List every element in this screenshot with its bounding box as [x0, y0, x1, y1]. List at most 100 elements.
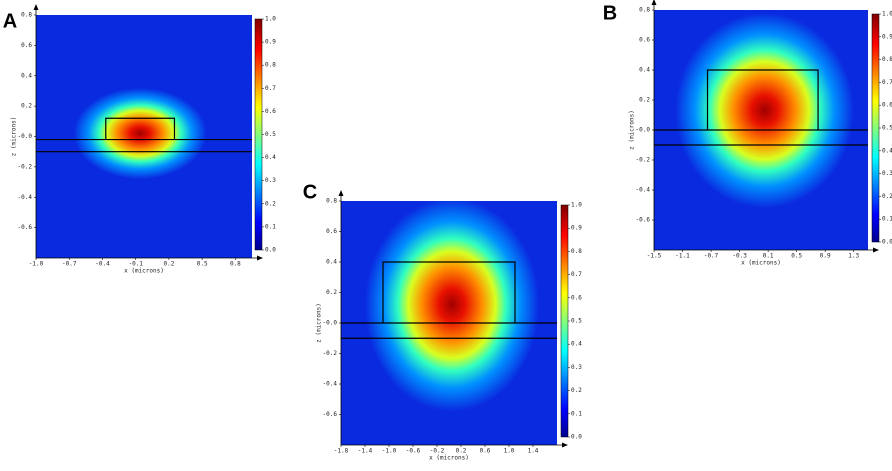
colorbar-tick-label: 0.5: [265, 131, 276, 138]
colorbar: [560, 204, 569, 438]
colorbar-tick-label: 0.5: [571, 318, 582, 325]
x-tick-label: 0.8: [230, 261, 241, 268]
x-tick-label: -0.3: [732, 253, 747, 260]
colorbar-tick-label: 1.0: [571, 202, 582, 209]
x-tick-label: 0.6: [480, 448, 491, 455]
x-tick-label: -1.0: [382, 448, 397, 455]
colorbar-tick-label: 0.1: [571, 410, 582, 417]
colorbar-tick-label: 0.6: [882, 102, 892, 109]
x-axis-label: x (microns): [429, 455, 469, 462]
y-tick-label: -0.6: [323, 411, 338, 418]
y-tick-label: -0.4: [323, 381, 338, 388]
y-tick-label: 0.6: [21, 42, 32, 49]
axis-arrow: [33, 4, 39, 10]
y-tick-label: -0.6: [18, 224, 33, 231]
x-axis-label: x (microns): [741, 260, 781, 267]
x-tick-label: -0.1: [128, 261, 143, 268]
y-tick-label: -0.2: [18, 163, 33, 170]
y-tick-label: -0.0: [323, 320, 338, 327]
y-axis-label: z (microns): [629, 110, 636, 150]
colorbar-tick-label: 0.9: [265, 39, 276, 46]
panel: -1.8 -1.4 -1.0 -0.6 -0.2 0.2 0.6 1.0 1.4 0.8 0.6 0.…: [303, 181, 582, 461]
colorbar-tick-label: 1.0: [265, 16, 276, 23]
y-tick-label: 0.2: [326, 289, 337, 296]
y-tick-label: -0.2: [636, 157, 651, 164]
y-tick-label: -0.4: [636, 187, 651, 194]
x-tick-label: 1.3: [848, 253, 859, 260]
colorbar-tick-label: 0.1: [265, 223, 276, 230]
x-tick-label: 0.2: [164, 261, 175, 268]
y-tick-label: 0.8: [639, 7, 650, 14]
colorbar-tick-label: 0.8: [265, 62, 276, 69]
x-tick-label: 0.1: [763, 253, 774, 260]
colorbar-tick-label: 0.3: [265, 177, 276, 184]
panel-label: B: [603, 2, 617, 24]
colorbar-tick-label: 1.0: [882, 11, 892, 18]
colorbar-tick-label: 0.9: [571, 225, 582, 232]
axis-arrow: [257, 255, 263, 261]
colorbar-tick-label: 0.0: [571, 434, 582, 441]
x-tick-label: -1.5: [647, 253, 662, 260]
axis-arrow: [873, 247, 879, 253]
colorbar-tick-label: 0.0: [882, 239, 892, 246]
colorbar-tick-label: 0.7: [265, 85, 276, 92]
axis-arrow: [651, 0, 657, 5]
panel-label: A: [3, 10, 17, 32]
waveguide-outline: [706, 69, 819, 130]
x-axis-label: x (microns): [124, 268, 164, 275]
waveguide-outline: [105, 117, 176, 140]
y-axis-label: z (microns): [316, 303, 323, 343]
colorbar-tick-label: 0.4: [571, 341, 582, 348]
mode-field: [365, 201, 539, 412]
colorbar-tick-label: 0.2: [571, 387, 582, 394]
x-tick-label: 0.2: [456, 448, 467, 455]
colorbar-tick-label: 0.0: [265, 247, 276, 254]
x-tick-label: -0.6: [406, 448, 421, 455]
axis-arrow: [338, 190, 344, 196]
y-tick-label: 0.2: [639, 97, 650, 104]
y-axis-label: z (microns): [11, 117, 18, 157]
x-tick-label: -1.1: [675, 253, 690, 260]
x-tick-label: -1.8: [334, 448, 349, 455]
panel: -1.5 -1.1 -0.7 -0.3 0.1 0.5 0.9 1.3 0.8 0.6 0.4 0.2…: [603, 0, 892, 267]
colorbar-tick-label: 0.6: [265, 108, 276, 115]
colorbar-tick-label: 0.6: [571, 294, 582, 301]
colorbar-tick-label: 0.3: [882, 170, 892, 177]
y-tick-label: 0.2: [21, 103, 32, 110]
colorbar-tick-label: 0.4: [882, 147, 892, 154]
mode-field: [73, 87, 207, 180]
panel: -1.0 -0.7 -0.4 -0.1 0.2 0.5 0.8 0.8 0.6 0.4 0.2 -0.…: [3, 4, 276, 275]
colorbar-tick-label: 0.9: [882, 33, 892, 40]
y-tick-label: -0.2: [323, 350, 338, 357]
mode-field: [675, 13, 854, 208]
x-tick-label: -0.4: [95, 261, 110, 268]
colorbar: [871, 13, 880, 243]
colorbar-tick-label: 0.1: [882, 216, 892, 223]
x-tick-label: -1.0: [29, 261, 44, 268]
colorbar-tick-label: 0.4: [265, 154, 276, 161]
colorbar-tick-label: 0.7: [571, 271, 582, 278]
x-tick-label: 0.5: [197, 261, 208, 268]
panel-label: C: [303, 181, 317, 203]
x-tick-label: -0.7: [704, 253, 719, 260]
colorbar-tick-label: 0.7: [882, 79, 892, 86]
y-tick-label: -0.6: [636, 217, 651, 224]
x-tick-label: -1.4: [358, 448, 373, 455]
x-tick-label: 0.9: [820, 253, 831, 260]
colorbar-tick-label: 0.2: [882, 193, 892, 200]
colorbar-tick-label: 0.3: [571, 364, 582, 371]
colorbar-tick-label: 0.8: [571, 248, 582, 255]
y-tick-label: 0.4: [21, 72, 32, 79]
x-tick-label: 1.4: [528, 448, 539, 455]
y-tick-label: 0.4: [639, 67, 650, 74]
y-tick-label: 0.6: [639, 37, 650, 44]
y-tick-label: 0.4: [326, 259, 337, 266]
waveguide-outline: [382, 261, 516, 323]
colorbar: [254, 18, 263, 251]
y-tick-label: 0.8: [21, 12, 32, 19]
x-tick-label: -0.2: [430, 448, 445, 455]
y-tick-label: -0.0: [18, 133, 33, 140]
axis-arrow: [562, 442, 568, 448]
y-tick-label: -0.4: [18, 194, 33, 201]
